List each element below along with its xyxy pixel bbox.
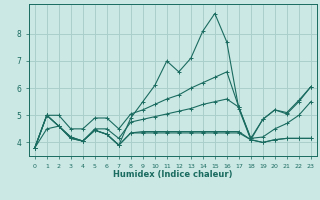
X-axis label: Humidex (Indice chaleur): Humidex (Indice chaleur) [113,170,233,179]
